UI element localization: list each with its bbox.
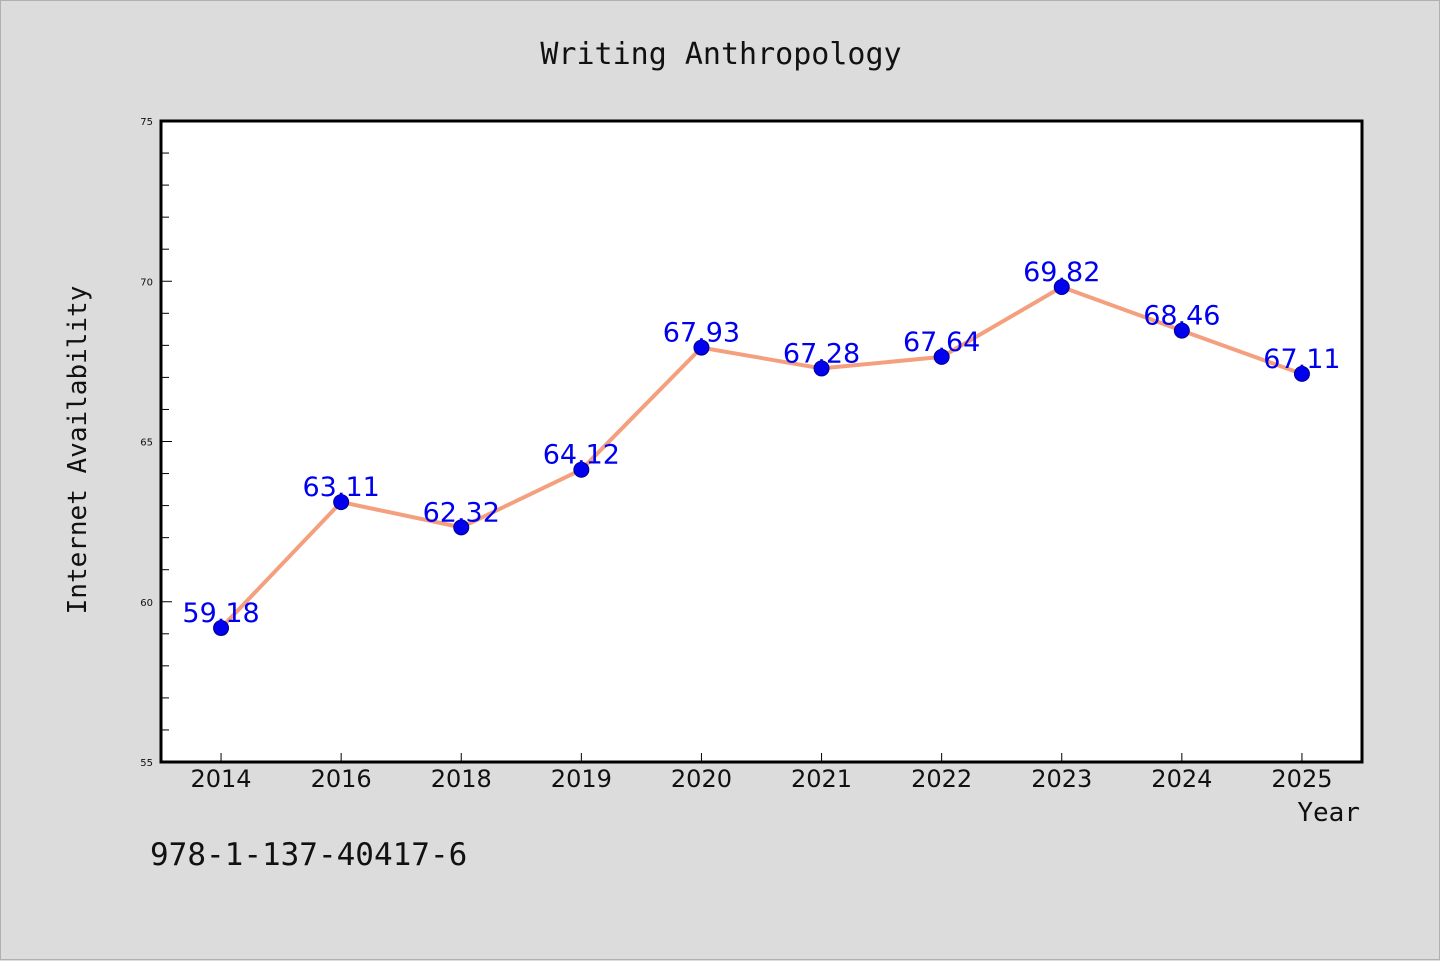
data-point: [1053, 279, 1070, 296]
x-tick-label: 2018: [431, 765, 492, 793]
x-tick-label: 2019: [551, 765, 612, 793]
x-axis-label: Year: [1297, 798, 1360, 828]
y-tick-label: 75: [140, 117, 153, 128]
data-point: [213, 620, 230, 637]
data-point: [693, 339, 710, 356]
data-point: [333, 494, 350, 511]
y-axis-label: Internet Availability: [63, 286, 93, 615]
data-point: [1173, 322, 1190, 339]
data-point: [573, 461, 590, 478]
y-tick-label: 55: [140, 758, 153, 769]
series-group: 59.18 63.11 62.32 64.12 67.93 67.28 67.64 69.82…: [182, 257, 1341, 637]
y-axis: 55 60 65 70 75: [140, 117, 172, 769]
data-label: 67.93: [663, 318, 740, 349]
x-axis: 2014 2016 2018 2019 2020 2021 2022 2023 2024 2025: [191, 753, 1332, 793]
x-tick-label: 2014: [191, 765, 252, 793]
data-label: 63.11: [303, 472, 380, 503]
data-label: 67.64: [903, 327, 980, 358]
y-tick-label: 60: [140, 598, 153, 609]
x-tick-label: 2020: [671, 765, 732, 793]
data-label: 64.12: [543, 440, 620, 471]
x-tick-label: 2025: [1271, 765, 1332, 793]
data-label: 69.82: [1023, 257, 1100, 288]
data-point: [813, 360, 830, 377]
data-label: 68.46: [1143, 301, 1220, 332]
x-tick-label: 2024: [1151, 765, 1212, 793]
isbn-text: 978-1-137-40417-6: [150, 837, 467, 873]
y-tick-label: 70: [140, 277, 153, 288]
x-tick-label: 2021: [791, 765, 852, 793]
data-point: [933, 348, 950, 365]
data-point: [453, 519, 470, 536]
x-tick-label: 2016: [311, 765, 372, 793]
data-label: 62.32: [423, 497, 500, 528]
data-point: [1293, 365, 1310, 382]
plot-area: [159, 119, 1364, 764]
x-tick-label: 2023: [1031, 765, 1092, 793]
data-label: 67.28: [783, 338, 860, 369]
series-line: [219, 285, 1304, 631]
data-label: 59.18: [182, 598, 259, 629]
x-tick-label: 2022: [911, 765, 972, 793]
y-tick-label: 65: [140, 438, 153, 449]
chart-title: Writing Anthropology: [540, 37, 901, 72]
data-label: 67.11: [1263, 344, 1340, 375]
